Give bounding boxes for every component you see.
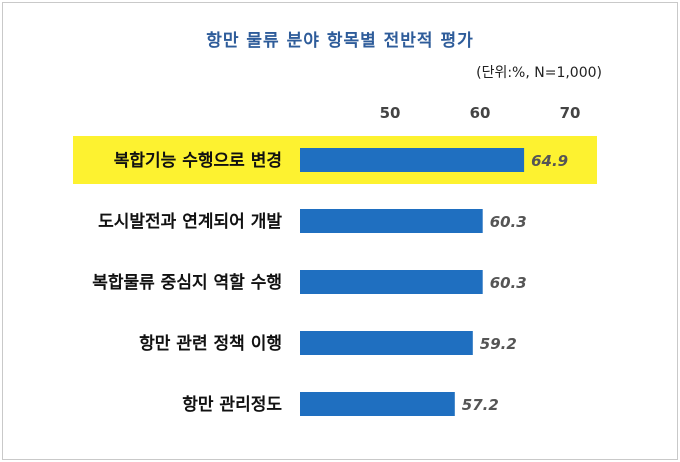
data-label: 59.2: [480, 335, 517, 353]
bar: [300, 392, 455, 416]
category-label: 도시발전과 연계되어 개발: [98, 212, 282, 232]
category-label: 복합기능 수행으로 변경: [114, 150, 282, 171]
data-label: 57.2: [462, 396, 499, 414]
unit-note: (단위:%, N=1,000): [476, 65, 602, 81]
bar: [300, 148, 525, 172]
data-label: 60.3: [490, 213, 527, 231]
bar: [300, 209, 483, 233]
category-label: 복합물류 중심지 역할 수행: [92, 272, 282, 293]
bar: [300, 270, 483, 294]
data-label: 60.3: [490, 274, 527, 292]
x-tick-label: 70: [560, 104, 581, 122]
bar: [300, 331, 473, 355]
category-label: 항만 관련 정책 이행: [139, 333, 282, 354]
x-tick-label: 50: [380, 104, 401, 122]
x-tick-label: 60: [470, 104, 491, 122]
data-label: 64.9: [531, 152, 568, 170]
chart-title: 항만 물류 분야 항목별 전반적 평가: [206, 31, 474, 51]
category-label: 항만 관리정도: [182, 394, 282, 415]
